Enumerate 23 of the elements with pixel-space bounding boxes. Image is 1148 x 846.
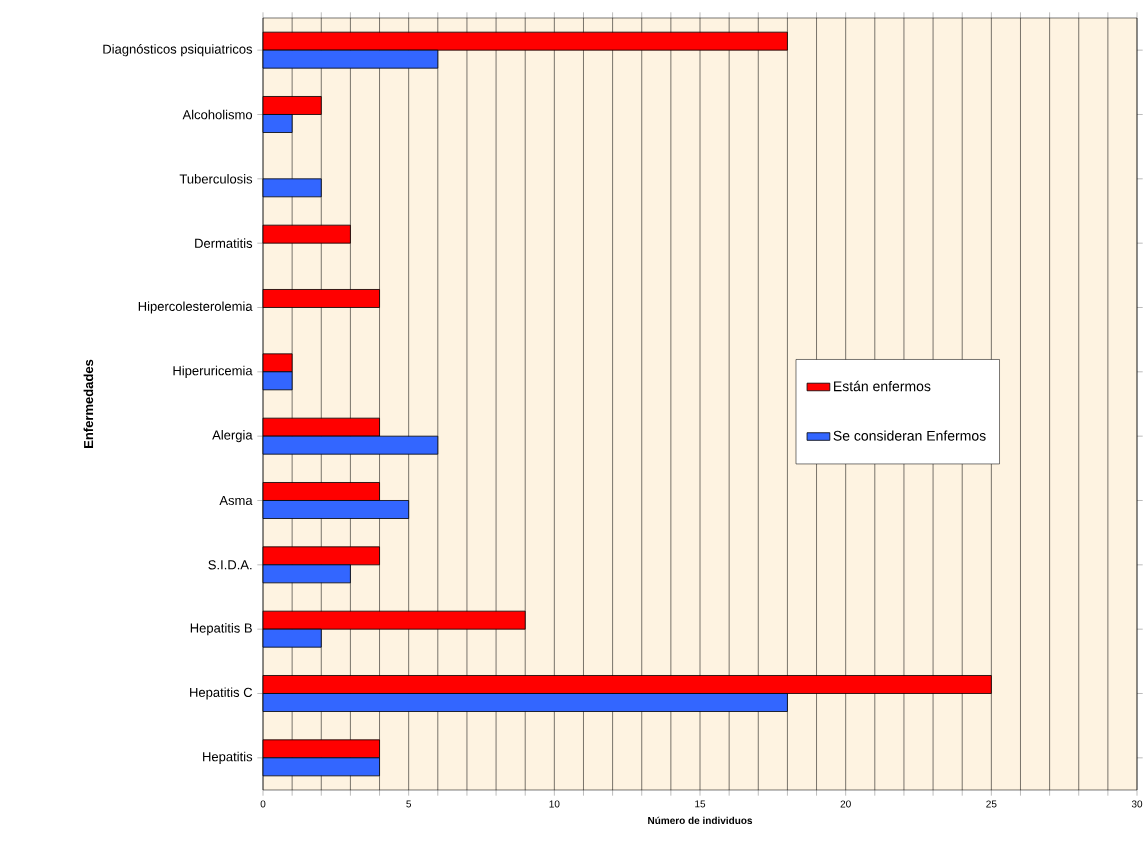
y-tick-label: Hepatitis C [190, 687, 253, 700]
y-tick-label: Diagnósticos psiquiatricos [103, 44, 253, 57]
y-tick-label: Hiperuricemia [173, 365, 253, 378]
y-tick-label: S.I.D.A. [208, 560, 252, 570]
x-axis-title: Número de individuos [648, 816, 753, 825]
y-tick-label: Asma [219, 495, 253, 506]
x-tick-label: 25 [986, 800, 997, 808]
y-tick-label: Hepatitis [203, 751, 253, 764]
x-tick-label: 10 [549, 800, 560, 808]
x-tick-label: 15 [695, 800, 706, 808]
y-tick-label: Tuberculosis [179, 174, 253, 184]
y-tick-label: Hepatitis B [190, 623, 252, 636]
y-tick-label: Hipercolesterolemia [138, 301, 253, 314]
x-tick-label: 30 [1131, 800, 1143, 808]
x-tick-label: 0 [260, 800, 266, 808]
x-tick-label: 20 [840, 800, 851, 808]
y-tick-label: Alergia [212, 430, 253, 443]
x-tick-label: 5 [406, 800, 412, 808]
y-tick-label: Alcoholismo [182, 109, 253, 120]
legend-label: Se consideran Enfermos [833, 430, 986, 441]
legend-label: Están enfermos [834, 380, 931, 392]
y-tick-label: Dermatitis [195, 238, 253, 248]
y-axis-title: Enfermedades [83, 359, 94, 448]
